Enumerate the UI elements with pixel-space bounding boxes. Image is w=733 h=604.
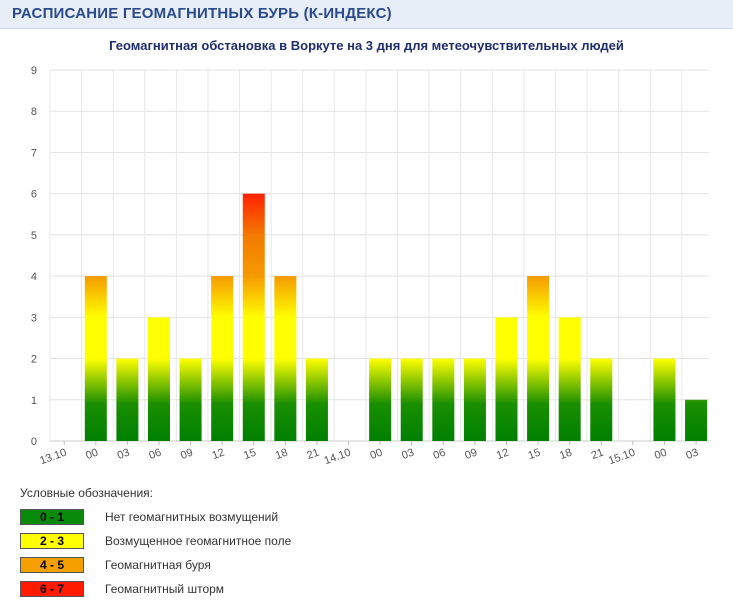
x-tick-label: 13.10 <box>38 447 68 468</box>
bar <box>179 358 202 441</box>
legend-swatch-quiet: 0 - 1 <box>20 509 84 525</box>
chart-title: Геомагнитная обстановка в Воркуте на 3 д… <box>109 38 624 53</box>
legend-item-unsettled: 2 - 3 Возмущенное геомагнитное поле <box>20 533 520 551</box>
chart-bars <box>84 193 708 441</box>
bar <box>432 358 455 441</box>
x-tick-label: 12 <box>495 447 511 462</box>
chart-grid <box>49 69 709 442</box>
x-tick-label: 09 <box>463 447 479 462</box>
bar <box>495 317 518 441</box>
bar <box>590 358 613 441</box>
bar <box>274 276 297 441</box>
x-tick-label: 21 <box>305 447 321 462</box>
legend-swatch-unsettled: 2 - 3 <box>20 533 84 549</box>
y-tick-label: 5 <box>31 230 37 242</box>
bar <box>653 358 676 441</box>
legend-label-severe: Геомагнитный шторм <box>105 582 225 596</box>
bar <box>369 358 392 441</box>
x-tick-label: 03 <box>400 447 416 462</box>
y-axis-ticks: 0 1 2 3 4 5 6 7 8 9 <box>31 65 37 448</box>
bar <box>211 276 234 441</box>
x-tick-label: 15.10 <box>607 447 637 468</box>
bar <box>558 317 581 441</box>
legend-item-storm: 4 - 5 Геомагнитная буря <box>20 557 520 575</box>
x-tick-label: 15 <box>242 447 258 462</box>
y-tick-label: 9 <box>31 65 37 77</box>
legend-heading: Условные обозначения: <box>20 486 153 500</box>
legend-item-quiet: 0 - 1 Нет геомагнитных возмущений <box>20 509 520 527</box>
legend-label-storm: Геомагнитная буря <box>105 558 211 572</box>
bar <box>147 317 170 441</box>
legend-swatch-severe: 6 - 7 <box>20 581 84 597</box>
bar <box>116 358 139 441</box>
bar <box>84 276 107 441</box>
legend: Условные обозначения: 0 - 1 Нет геомагни… <box>20 486 720 601</box>
legend-label-unsettled: Возмущенное геомагнитное поле <box>105 534 292 548</box>
x-tick-label: 21 <box>590 447 606 462</box>
bar <box>527 276 550 441</box>
x-tick-label: 18 <box>274 447 290 462</box>
page-title: РАСПИСАНИЕ ГЕОМАГНИТНЫХ БУРЬ (К-ИНДЕКС) <box>12 5 392 22</box>
x-axis-ticks: 13.10 00 03 06 09 12 15 18 21 14.10 00 03 06 09 12 15 18… <box>38 441 700 467</box>
x-tick-label: 03 <box>684 447 700 462</box>
y-tick-label: 7 <box>31 147 37 159</box>
x-tick-label: 06 <box>147 447 163 462</box>
bar <box>685 399 708 441</box>
x-tick-label: 00 <box>369 447 385 462</box>
x-tick-label: 09 <box>179 447 195 462</box>
y-tick-label: 8 <box>31 106 37 118</box>
x-tick-label: 00 <box>653 447 669 462</box>
x-tick-label: 14.10 <box>323 447 353 468</box>
page-header: РАСПИСАНИЕ ГЕОМАГНИТНЫХ БУРЬ (К-ИНДЕКС) <box>0 0 733 29</box>
bar <box>400 358 423 441</box>
y-tick-label: 3 <box>31 312 37 324</box>
legend-label-quiet: Нет геомагнитных возмущений <box>105 510 279 524</box>
x-tick-label: 18 <box>558 447 574 462</box>
x-tick-label: 15 <box>527 447 543 462</box>
y-tick-label: 0 <box>31 436 37 448</box>
y-tick-label: 4 <box>31 271 37 283</box>
legend-swatch-storm: 4 - 5 <box>20 557 84 573</box>
x-tick-label: 06 <box>432 447 448 462</box>
bar <box>242 193 265 441</box>
x-tick-label: 12 <box>211 447 227 462</box>
x-tick-label: 03 <box>116 447 132 462</box>
bar <box>463 358 486 441</box>
y-tick-label: 1 <box>31 395 37 407</box>
legend-item-severe: 6 - 7 Геомагнитный шторм <box>20 581 520 599</box>
y-tick-label: 2 <box>31 354 37 366</box>
bar <box>305 358 328 441</box>
x-tick-label: 00 <box>84 447 100 462</box>
y-tick-label: 6 <box>31 189 37 201</box>
